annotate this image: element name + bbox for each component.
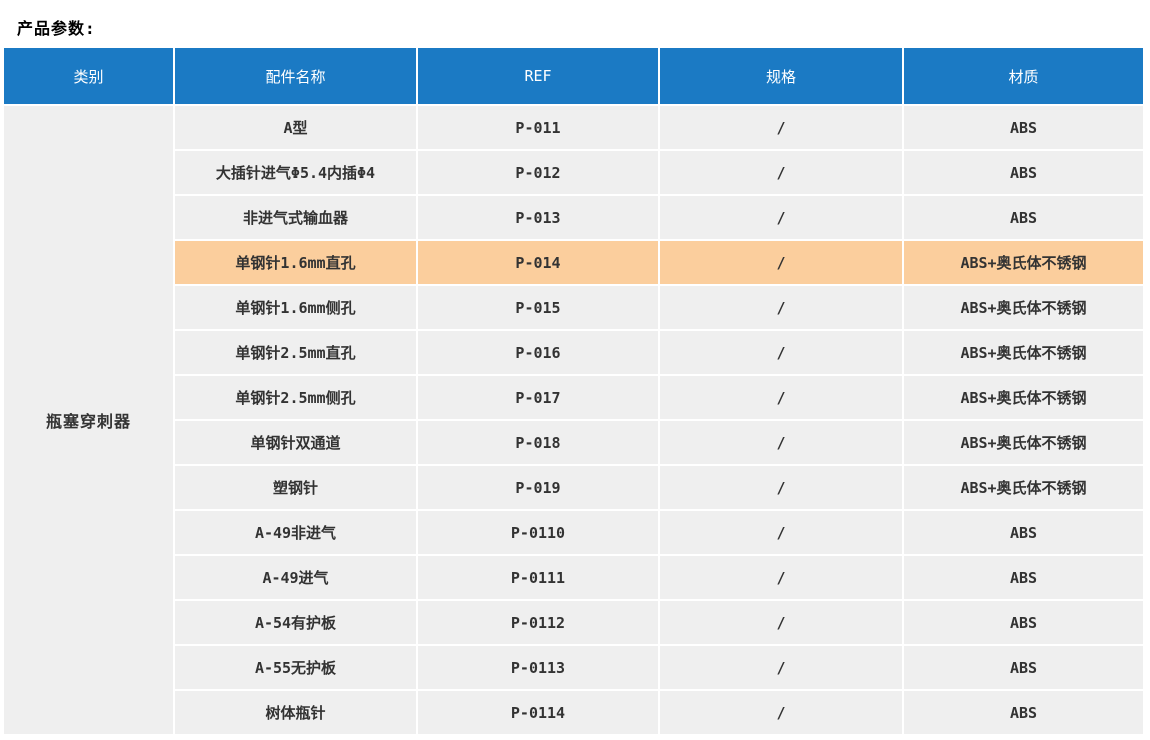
table-row: 单钢针双通道 P-018 / ABS+奥氏体不锈钢 bbox=[4, 421, 1143, 464]
cell-spec: / bbox=[660, 421, 902, 464]
table-row: A-49进气 P-0111 / ABS bbox=[4, 556, 1143, 599]
cell-ref: P-0113 bbox=[418, 646, 658, 689]
cell-spec: / bbox=[660, 556, 902, 599]
cell-spec: / bbox=[660, 511, 902, 554]
product-params-table: 类别 配件名称 REF 规格 材质 瓶塞穿刺器 A型 P-011 / ABS 大… bbox=[2, 46, 1145, 736]
table-row: 单钢针2.5mm侧孔 P-017 / ABS+奥氏体不锈钢 bbox=[4, 376, 1143, 419]
product-params-page: 产品参数: 类别 配件名称 REF 规格 材质 瓶塞穿刺器 A型 P-011 /… bbox=[0, 15, 1150, 736]
cell-ref: P-011 bbox=[418, 106, 658, 149]
table-row: 大插针进气Φ5.4内插Φ4 P-012 / ABS bbox=[4, 151, 1143, 194]
cell-ref: P-015 bbox=[418, 286, 658, 329]
cell-ref: P-012 bbox=[418, 151, 658, 194]
cell-part-name: 单钢针1.6mm直孔 bbox=[175, 241, 416, 284]
cell-spec: / bbox=[660, 196, 902, 239]
cell-ref: P-014 bbox=[418, 241, 658, 284]
cell-part-name: 单钢针1.6mm侧孔 bbox=[175, 286, 416, 329]
cell-ref: P-019 bbox=[418, 466, 658, 509]
cell-part-name: 单钢针2.5mm直孔 bbox=[175, 331, 416, 374]
cell-part-name: 单钢针双通道 bbox=[175, 421, 416, 464]
table-row: 瓶塞穿刺器 A型 P-011 / ABS bbox=[4, 106, 1143, 734]
cell-spec: / bbox=[660, 646, 902, 689]
cell-part-name: 塑钢针 bbox=[175, 466, 416, 509]
cell-ref: P-0114 bbox=[418, 691, 658, 734]
cell-material: ABS bbox=[904, 646, 1143, 689]
col-header-spec: 规格 bbox=[660, 48, 902, 104]
cell-part-name: A-49非进气 bbox=[175, 511, 416, 554]
table-row: 单钢针1.6mm侧孔 P-015 / ABS+奥氏体不锈钢 bbox=[4, 286, 1143, 329]
cell-material: ABS bbox=[904, 511, 1143, 554]
cell-spec: / bbox=[660, 331, 902, 374]
cell-part-name: 大插针进气Φ5.4内插Φ4 bbox=[175, 151, 416, 194]
cell-spec: / bbox=[660, 241, 902, 284]
cell-spec: / bbox=[660, 286, 902, 329]
cell-material: ABS+奥氏体不锈钢 bbox=[904, 241, 1143, 284]
category-cell: 瓶塞穿刺器 bbox=[4, 106, 173, 734]
cell-material: ABS+奥氏体不锈钢 bbox=[904, 466, 1143, 509]
page-title: 产品参数: bbox=[17, 19, 96, 38]
table-row: 单钢针1.6mm直孔 P-014 / ABS+奥氏体不锈钢 bbox=[4, 241, 1143, 284]
col-header-category: 类别 bbox=[4, 48, 173, 104]
cell-material: ABS bbox=[904, 151, 1143, 194]
header-row: 类别 配件名称 REF 规格 材质 bbox=[4, 48, 1143, 104]
cell-ref: P-0112 bbox=[418, 601, 658, 644]
cell-material: ABS bbox=[904, 106, 1143, 149]
cell-ref: P-0111 bbox=[418, 556, 658, 599]
table-row: 非进气式输血器 P-013 / ABS bbox=[4, 196, 1143, 239]
cell-material: ABS+奥氏体不锈钢 bbox=[904, 376, 1143, 419]
table-row: A-54有护板 P-0112 / ABS bbox=[4, 601, 1143, 644]
table-row: 树体瓶针 P-0114 / ABS bbox=[4, 691, 1143, 734]
table-row: 塑钢针 P-019 / ABS+奥氏体不锈钢 bbox=[4, 466, 1143, 509]
cell-part-name: A-55无护板 bbox=[175, 646, 416, 689]
cell-spec: / bbox=[660, 601, 902, 644]
cell-material: ABS+奥氏体不锈钢 bbox=[904, 331, 1143, 374]
cell-part-name: A-49进气 bbox=[175, 556, 416, 599]
cell-part-name: A型 bbox=[175, 106, 416, 149]
cell-ref: P-018 bbox=[418, 421, 658, 464]
cell-ref: P-013 bbox=[418, 196, 658, 239]
col-header-ref: REF bbox=[418, 48, 658, 104]
cell-spec: / bbox=[660, 691, 902, 734]
cell-ref: P-017 bbox=[418, 376, 658, 419]
table-row: A-55无护板 P-0113 / ABS bbox=[4, 646, 1143, 689]
cell-spec: / bbox=[660, 106, 902, 149]
table-row: 单钢针2.5mm直孔 P-016 / ABS+奥氏体不锈钢 bbox=[4, 331, 1143, 374]
cell-spec: / bbox=[660, 151, 902, 194]
cell-ref: P-016 bbox=[418, 331, 658, 374]
cell-material: ABS bbox=[904, 601, 1143, 644]
cell-part-name: A-54有护板 bbox=[175, 601, 416, 644]
cell-material: ABS bbox=[904, 556, 1143, 599]
col-header-material: 材质 bbox=[904, 48, 1143, 104]
cell-part-name: 树体瓶针 bbox=[175, 691, 416, 734]
cell-spec: / bbox=[660, 466, 902, 509]
cell-material: ABS bbox=[904, 196, 1143, 239]
cell-ref: P-0110 bbox=[418, 511, 658, 554]
cell-part-name: 非进气式输血器 bbox=[175, 196, 416, 239]
cell-part-name: 单钢针2.5mm侧孔 bbox=[175, 376, 416, 419]
cell-spec: / bbox=[660, 376, 902, 419]
table-row: A-49非进气 P-0110 / ABS bbox=[4, 511, 1143, 554]
cell-material: ABS+奥氏体不锈钢 bbox=[904, 421, 1143, 464]
cell-material: ABS+奥氏体不锈钢 bbox=[904, 286, 1143, 329]
cell-material: ABS bbox=[904, 691, 1143, 734]
col-header-part-name: 配件名称 bbox=[175, 48, 416, 104]
